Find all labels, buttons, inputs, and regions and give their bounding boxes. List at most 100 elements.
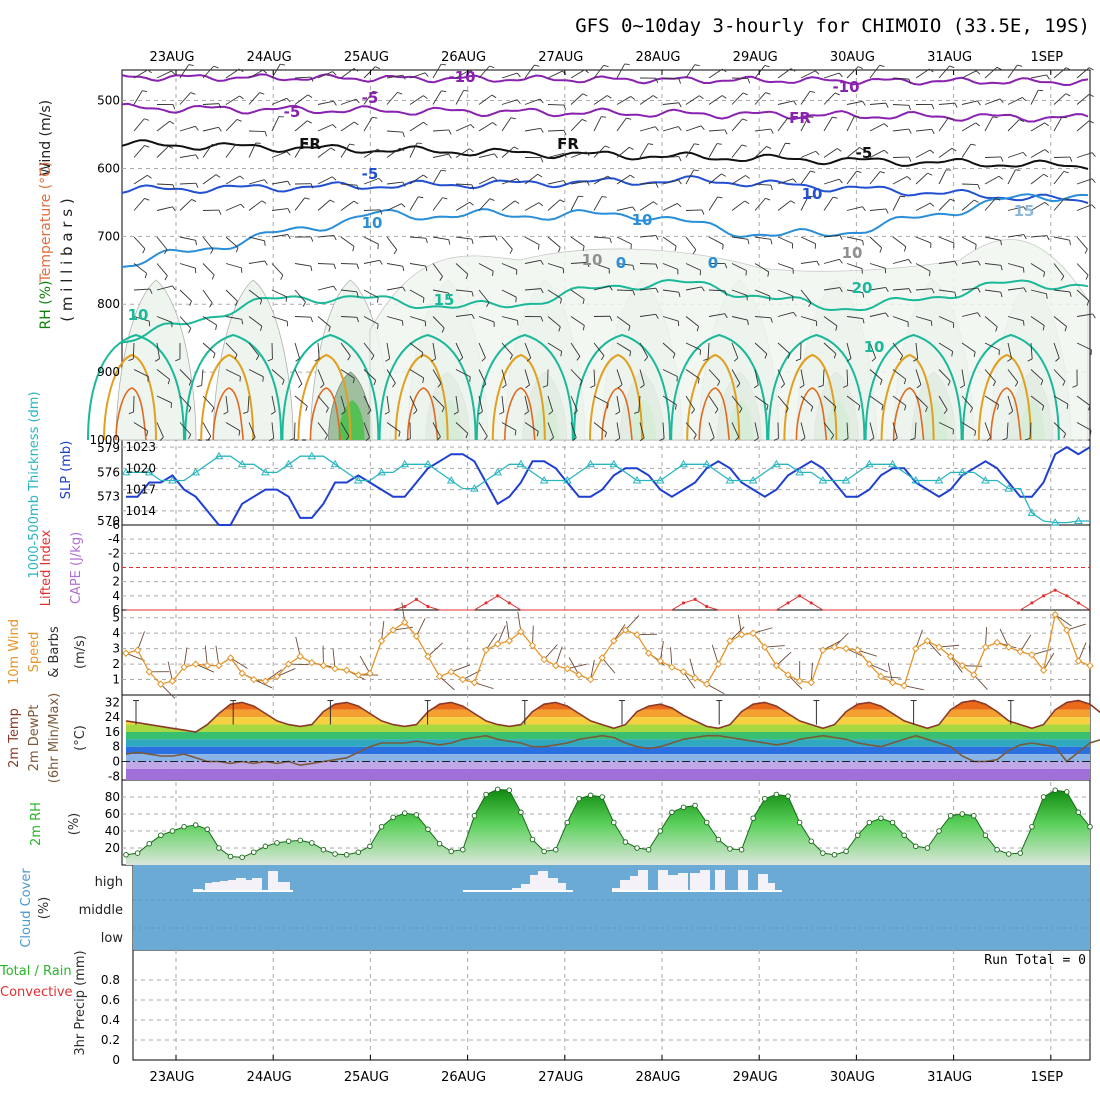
wind-barb-flag (287, 208, 291, 214)
cloud-high-block (268, 871, 278, 892)
wind-barb-flag (236, 119, 242, 122)
wind10-point (679, 668, 688, 676)
wind-barb (593, 175, 609, 185)
wind-barb (317, 285, 334, 291)
wind-barb-flag (494, 153, 498, 159)
wind-barb (478, 263, 494, 272)
date-label-top: 24AUG (247, 50, 292, 65)
wind-barb-flag (925, 406, 928, 412)
rh-point (541, 848, 547, 855)
y-tick-label: 4 (112, 589, 120, 603)
wind-barb (271, 116, 280, 132)
wind-barb-flag (1089, 120, 1094, 124)
thickness-point (1027, 508, 1037, 516)
wind-barb (892, 395, 907, 406)
thickness-point (586, 459, 595, 468)
upper-wind-label: Wind (m/s) (38, 100, 54, 176)
wind-barb (892, 369, 907, 380)
wind-barb-flag (298, 383, 303, 388)
wind-barb (731, 236, 748, 240)
wind-barb (247, 395, 250, 412)
wind10-point (1063, 626, 1071, 634)
wind-barb (1053, 198, 1065, 211)
wind-barb (570, 236, 585, 247)
wind-barb (455, 183, 473, 186)
y-tick-label: 0.2 (101, 1033, 120, 1047)
wind-barb-flag (632, 206, 636, 212)
wind-barb (800, 395, 814, 408)
wind-barb (317, 124, 333, 132)
wind-barb-flag (328, 326, 331, 332)
wind-barb (133, 316, 150, 322)
wind10-barb (183, 647, 188, 668)
wind-barb (225, 144, 236, 158)
wind-barb-flag (356, 263, 360, 269)
temp-bands (126, 700, 1090, 780)
wind-barb (570, 119, 583, 132)
cloud-high-block (690, 873, 700, 892)
wind-barb-flag (674, 404, 677, 410)
wind-barb-flag (437, 383, 442, 388)
y-tick-label: 0 (112, 561, 120, 575)
wind-barb-flag (333, 285, 337, 291)
wind-barb-flag (1091, 204, 1096, 209)
wind-barb (869, 312, 886, 317)
thickness-point (702, 459, 712, 468)
date-label-bottom: 23AUG (149, 1070, 194, 1085)
wind-barb (961, 312, 978, 317)
contour-25-loop (601, 387, 633, 441)
wind-barb (869, 286, 886, 291)
wind-barb (1030, 316, 1045, 326)
wind-barb (478, 235, 495, 238)
wind-barb-flag (629, 351, 632, 357)
rh-point (727, 846, 733, 852)
wind-barb-flag (1089, 430, 1092, 436)
lifted-index-point (1041, 594, 1046, 598)
wind-barb-flag (973, 351, 976, 358)
rh-point (622, 839, 629, 845)
cloud-high-block (212, 882, 222, 892)
wind-barb-flag (700, 125, 705, 130)
wind-barb-flag (766, 146, 772, 149)
rh-point (773, 791, 780, 798)
wind-barb-flag (1064, 326, 1067, 332)
rh-point (332, 851, 338, 857)
wind-barb (386, 92, 398, 105)
lifted-index-point (1053, 588, 1057, 592)
y-tick-label: 40 (105, 824, 120, 838)
wind-barb-flag (893, 437, 898, 442)
wind-barb-flag (264, 260, 268, 266)
wind-barb-flag (418, 196, 424, 199)
rh-point (1040, 794, 1047, 800)
rh-point (738, 846, 745, 853)
wind-barb (1076, 422, 1092, 431)
wind-barb (685, 64, 696, 79)
cloud-high-block (638, 870, 648, 892)
wind-barb (1006, 422, 1009, 439)
wind-barb-flag (223, 411, 229, 415)
wind-barb-flag (195, 154, 199, 160)
wind-barb (662, 369, 678, 377)
wind-barb (340, 289, 357, 293)
wind-barb (179, 289, 192, 302)
wind-barb-flag (838, 72, 843, 78)
wind-barb-flag (560, 298, 562, 304)
wind-barb (938, 422, 954, 430)
wind-barb (409, 174, 424, 185)
slp-panel-series (121, 445, 1091, 526)
precip-label-c: 3hr Precip (mm) (73, 950, 88, 1055)
wind-barb-flag (632, 265, 635, 271)
wind-barb (478, 153, 495, 158)
lifted-index-point (809, 601, 813, 605)
wind-barb (914, 422, 917, 439)
wind-barb-flag (862, 240, 864, 246)
wind10-point (470, 678, 479, 687)
contour-label: FR (299, 135, 321, 153)
wind-barb (639, 342, 649, 358)
wind-barb (455, 201, 470, 211)
wind-barb (662, 179, 679, 185)
wind-barb (731, 422, 740, 438)
wind-barb-flag (678, 126, 682, 131)
wind-barb-flag (352, 378, 355, 384)
wind-barb-flag (883, 123, 889, 128)
